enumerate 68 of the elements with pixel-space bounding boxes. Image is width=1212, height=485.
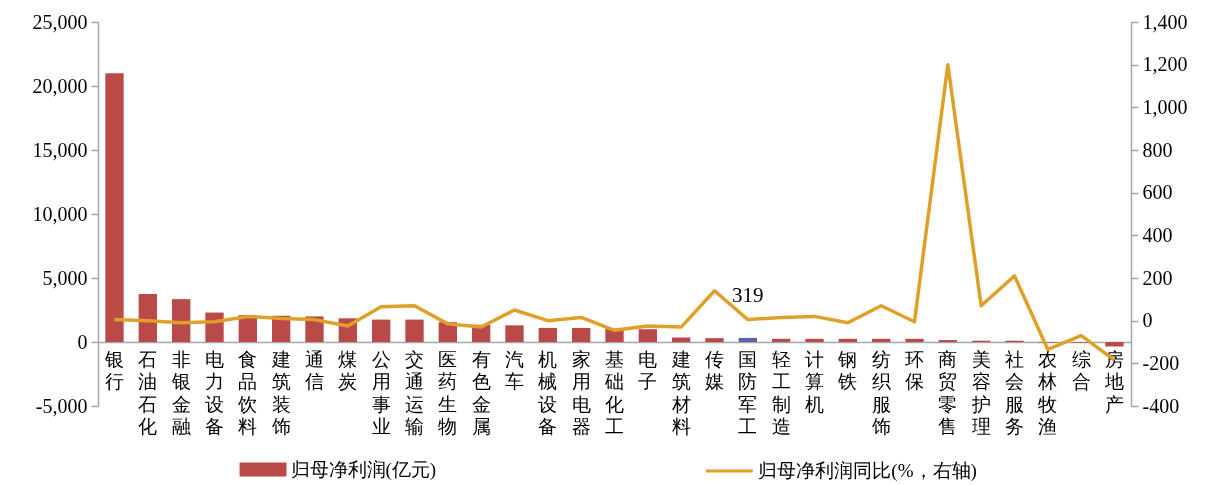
bar <box>805 338 824 342</box>
x-tick-label: 公用事业 <box>371 348 391 437</box>
bar <box>105 73 124 342</box>
bar <box>872 338 891 342</box>
bar <box>372 319 391 342</box>
data-label: 319 <box>732 282 764 307</box>
x-tick-label: 轻工制造 <box>771 348 791 437</box>
x-tick-label: 石油石化 <box>138 348 158 437</box>
bar <box>738 337 757 342</box>
x-tick-label: 食品饮料 <box>237 348 258 437</box>
x-tick-label: 煤炭 <box>338 348 358 392</box>
y-tick-label: 10,000 <box>32 202 88 225</box>
bar <box>172 299 191 342</box>
y2-tick-label: -200 <box>1142 351 1180 374</box>
x-tick-label: 钢铁 <box>837 348 858 392</box>
y-tick-label: 25,000 <box>32 10 88 33</box>
x-tick-label: 交通运输 <box>405 348 424 437</box>
y2-tick-label: 800 <box>1142 138 1173 161</box>
x-tick-label: 传媒 <box>705 348 724 392</box>
y2-tick-label: 1,000 <box>1142 95 1188 118</box>
x-tick-label: 有色金属 <box>471 348 491 437</box>
y2-tick-label: 0 <box>1142 309 1153 332</box>
y2-tick-label: 600 <box>1142 181 1173 204</box>
x-tick-label: 建筑材料 <box>670 348 691 437</box>
y2-tick-label: 1,200 <box>1142 53 1188 76</box>
x-tick-label: 医药生物 <box>438 348 458 437</box>
y-tick-label: 0 <box>77 330 88 353</box>
x-tick-label: 农林牧渔 <box>1037 348 1058 437</box>
bar <box>705 338 724 342</box>
y2-tick-label: 400 <box>1142 223 1173 246</box>
x-tick-label: 国防军工 <box>738 348 758 437</box>
bar <box>1105 342 1124 347</box>
x-tick-label: 房地产 <box>1104 348 1124 415</box>
bar <box>405 319 424 342</box>
y-tick-label: 5,000 <box>42 266 88 289</box>
y-tick-label: 15,000 <box>32 138 88 161</box>
x-tick-label: 汽车 <box>505 348 524 392</box>
x-tick-label: 电力设备 <box>205 348 224 437</box>
x-tick-label: 商贸零售 <box>938 348 958 437</box>
x-tick-label: 机械设备 <box>538 348 558 437</box>
x-tick-label: 计算机 <box>805 348 824 415</box>
y2-tick-label: -400 <box>1142 394 1180 417</box>
bar <box>838 338 857 342</box>
x-tick-label: 电子 <box>638 348 658 392</box>
y-tick-label: -5,000 <box>35 394 88 417</box>
bar <box>138 294 157 342</box>
x-tick-label: 综合 <box>1071 348 1091 392</box>
x-tick-label: 纺织服饰 <box>870 348 891 437</box>
legend-label: 归母净利润同比(%，右轴) <box>758 460 977 482</box>
x-tick-label: 美容护理 <box>970 348 991 437</box>
bar <box>638 329 657 342</box>
x-tick-label: 环保 <box>905 348 924 392</box>
bar <box>572 327 591 342</box>
x-tick-label: 家用电器 <box>571 348 591 437</box>
bar <box>905 338 924 342</box>
x-tick-label: 基础化工 <box>604 348 624 437</box>
x-tick-label: 非银金融 <box>170 348 191 437</box>
x-tick-label: 通信 <box>305 348 324 392</box>
bar <box>772 338 791 342</box>
x-tick-label: 建筑装饰 <box>270 348 291 437</box>
x-tick-label: 银行 <box>104 348 124 392</box>
y-tick-label: 20,000 <box>32 74 88 97</box>
bar <box>538 327 557 342</box>
x-tick-label: 社会服务 <box>1005 348 1024 437</box>
y2-tick-label: 1,400 <box>1142 10 1188 33</box>
y2-tick-label: 200 <box>1142 266 1173 289</box>
bar <box>505 325 524 342</box>
legend-label: 归母净利润(亿元) <box>290 458 437 481</box>
